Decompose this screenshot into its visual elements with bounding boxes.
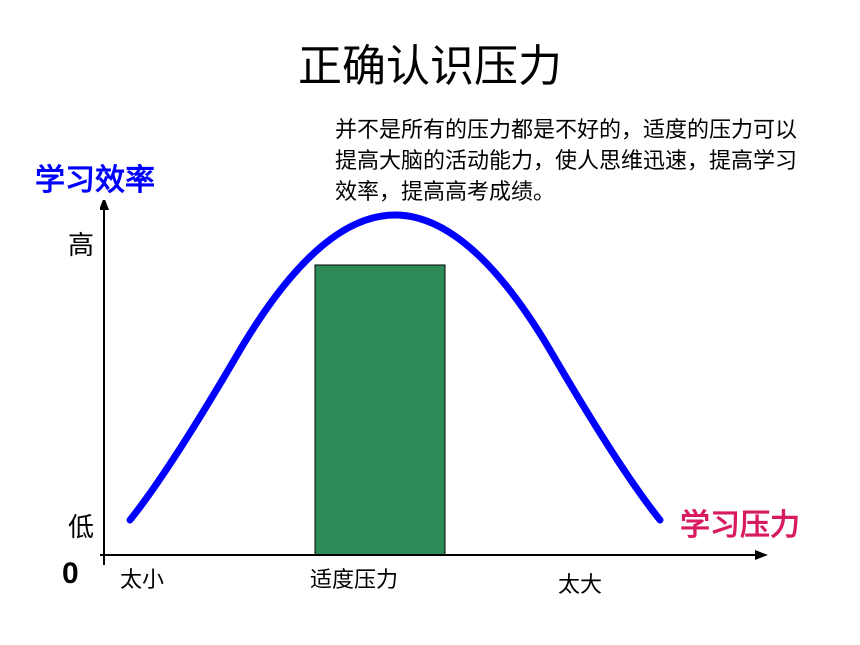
origin-label: 0 [62,557,79,591]
x-axis-arrow-icon [755,550,768,560]
y-axis-arrow-icon [100,200,109,210]
y-axis-title: 学习效率 [35,155,155,199]
page-title: 正确认识压力 [0,30,860,94]
stress-efficiency-chart [100,200,780,600]
y-tick-high: 高 [68,225,94,262]
optimal-zone-rect [315,265,445,555]
chart-description: 并不是所有的压力都是不好的，适度的压力可以提高大脑的活动能力，使人思维迅速，提高… [335,115,815,207]
y-tick-low: 低 [68,507,94,544]
